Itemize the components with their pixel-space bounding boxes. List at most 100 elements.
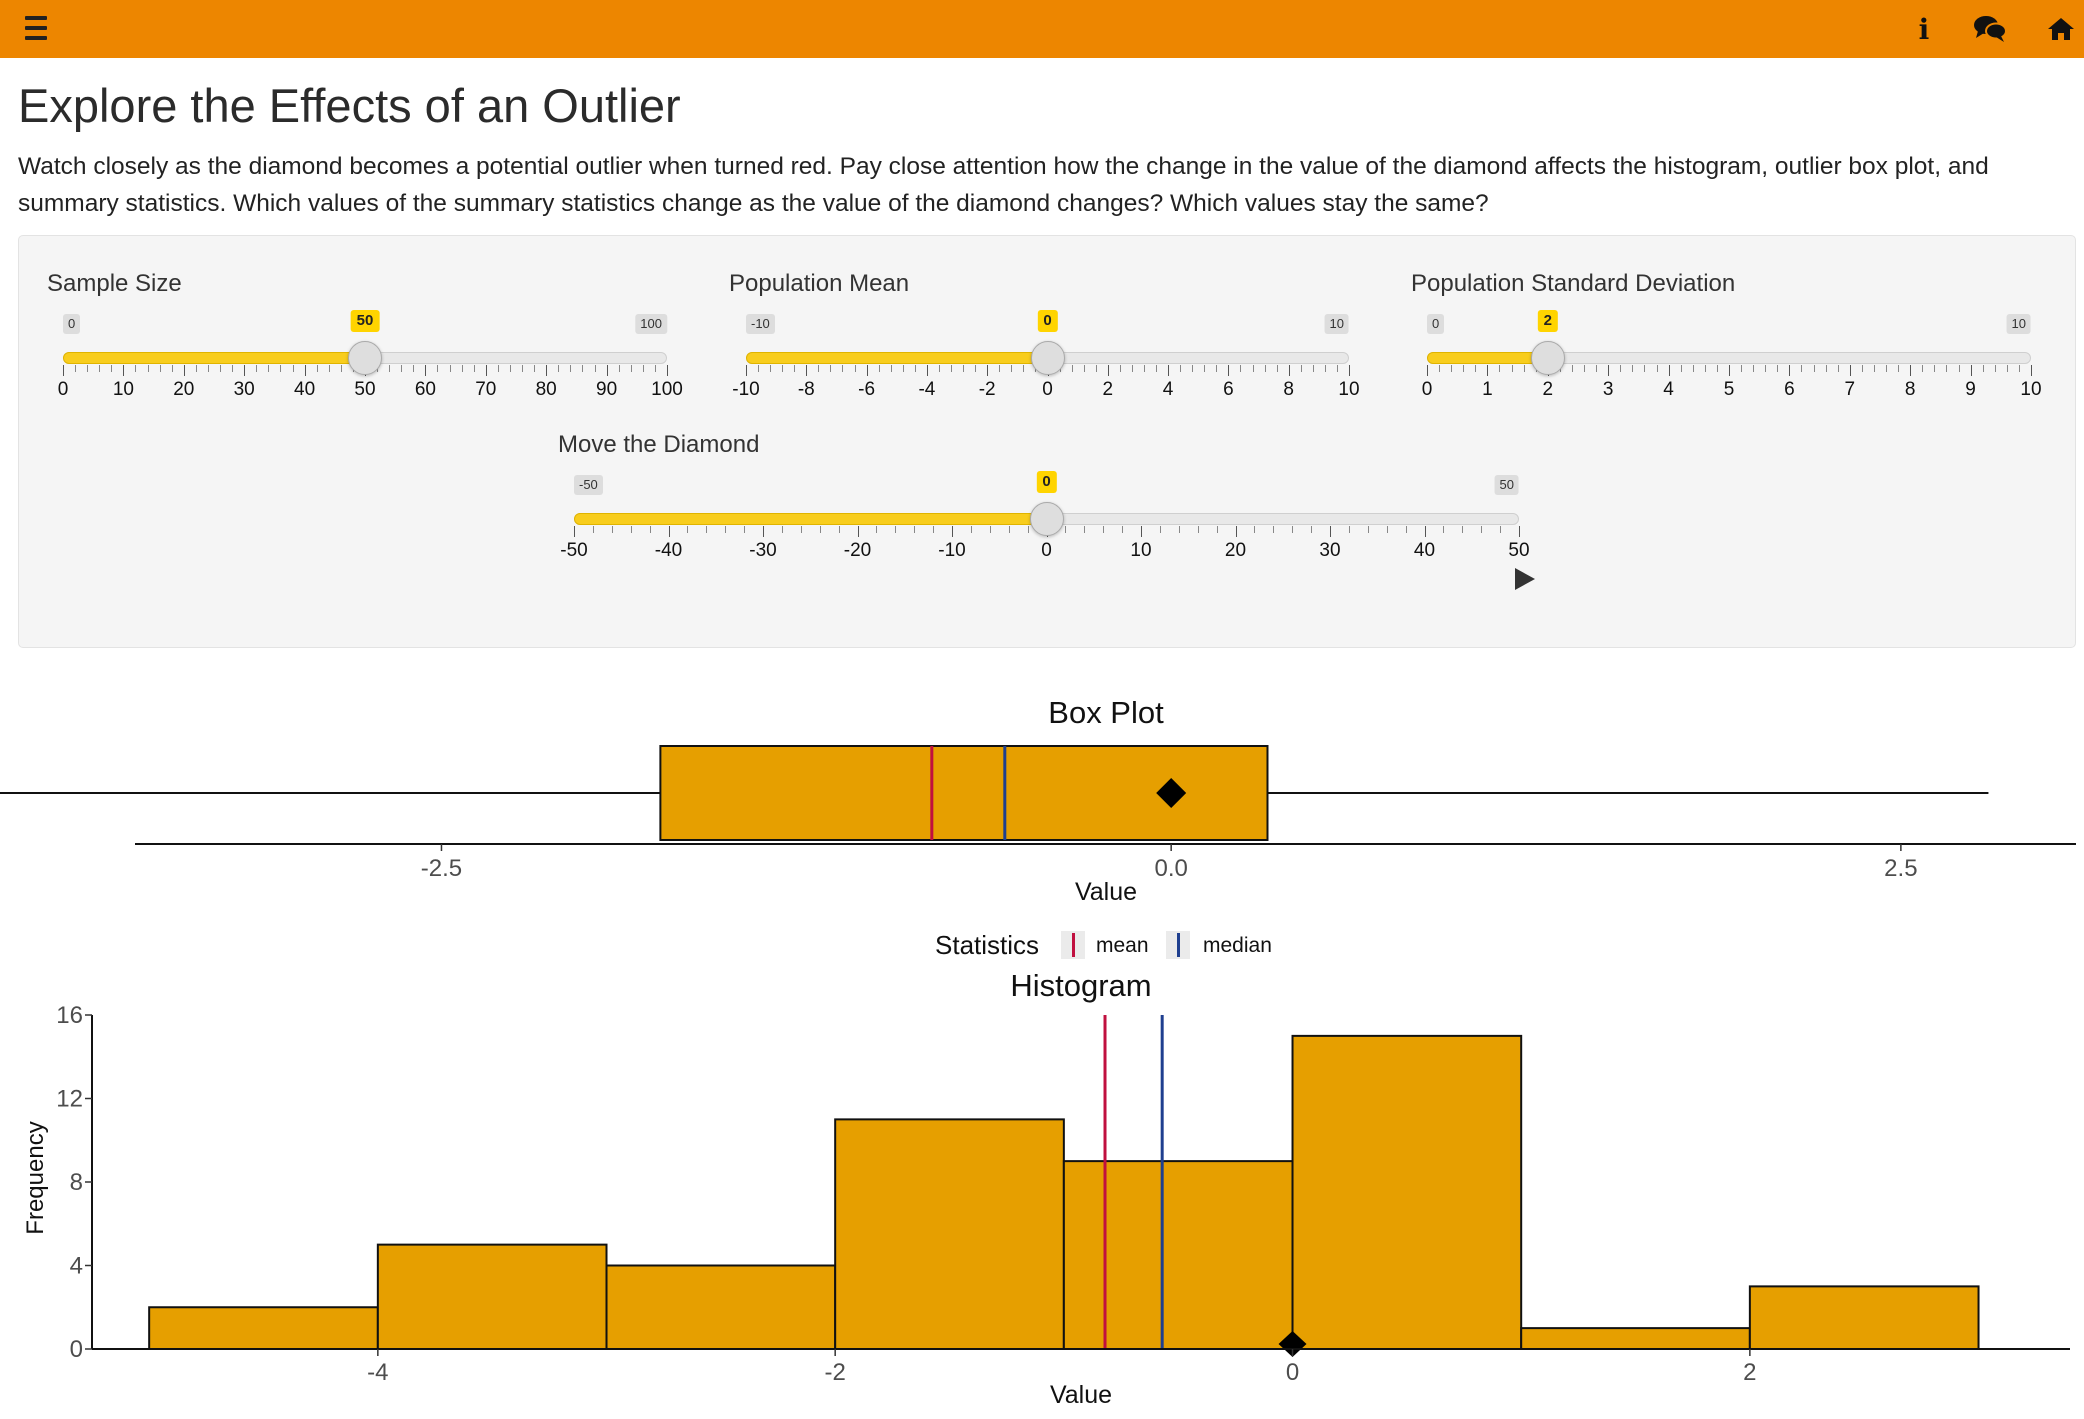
slider-minor-tick xyxy=(706,526,708,533)
slider-minor-tick xyxy=(1204,365,1206,372)
slider-minor-tick xyxy=(999,365,1001,372)
slider-tick-label: 60 xyxy=(414,379,436,400)
comments-icon[interactable] xyxy=(1970,10,2010,48)
slider-tick-label: 30 xyxy=(1319,540,1341,561)
slider-tick-label: 4 xyxy=(1663,379,1674,400)
slider-tick-label: 0 xyxy=(1041,540,1052,561)
slider-minor-tick xyxy=(890,365,892,372)
slider-minor-tick xyxy=(1704,365,1706,372)
slider-minor-tick xyxy=(1511,365,1513,372)
slider-tick-label: 0 xyxy=(1042,379,1053,400)
slider-minor-tick xyxy=(1443,526,1445,533)
slider-minor-tick xyxy=(687,526,689,533)
controls-panel xyxy=(18,235,2076,648)
slider-handle[interactable] xyxy=(1530,341,1565,375)
slider-tick-label: 8 xyxy=(1283,379,1294,400)
histogram-bar xyxy=(1291,1034,1523,1350)
slider-handle[interactable] xyxy=(348,341,382,375)
slider-tick-label: 10 xyxy=(1130,540,1152,561)
slider-tick-label: 70 xyxy=(475,379,497,400)
slider-minor-tick xyxy=(99,365,101,372)
slider-tick-label: -10 xyxy=(732,379,760,400)
slider-minor-tick xyxy=(558,365,560,372)
histogram-bar xyxy=(1520,1327,1751,1350)
slider-minor-tick xyxy=(963,365,965,372)
slider-minor-tick xyxy=(758,365,760,372)
slider-minor-tick xyxy=(838,526,840,533)
slider-tick-label: 10 xyxy=(112,379,134,400)
slider-minor-tick xyxy=(1300,365,1302,372)
slider-minor-tick xyxy=(914,526,916,533)
slider-tick-label: 5 xyxy=(1723,379,1735,400)
slider-major-tick xyxy=(1228,365,1230,376)
slider-fill xyxy=(574,513,1047,525)
slider-minor-tick xyxy=(232,365,234,372)
slider-major-tick xyxy=(746,365,747,376)
legend-label-mean: mean xyxy=(1096,934,1149,957)
slider-major-tick xyxy=(606,365,608,376)
slider-minor-tick xyxy=(1367,526,1369,533)
slider-tick-label: 9 xyxy=(1965,379,1976,400)
histogram-x-tick-label: -2 xyxy=(825,1359,846,1380)
slider-minor-tick xyxy=(1023,365,1025,372)
slider-fill xyxy=(1427,352,1548,364)
slider-minor-tick xyxy=(75,365,77,372)
boxplot-chart: -2.5 0.0 2.5 xyxy=(0,745,2076,880)
slider-tick-label: -50 xyxy=(560,540,588,561)
slider-major-tick xyxy=(667,365,668,376)
slider-minor-tick xyxy=(2006,365,2008,372)
slider-minor-tick xyxy=(1584,365,1586,372)
play-icon[interactable] xyxy=(1515,568,1535,590)
slider-tick-label: 7 xyxy=(1844,379,1856,400)
slider-minor-tick xyxy=(895,526,897,533)
slider-tick-label: 40 xyxy=(1413,540,1436,561)
slider-minor-tick xyxy=(725,526,727,533)
slider-minor-tick xyxy=(207,365,209,372)
slider-handle[interactable] xyxy=(1030,341,1065,375)
histogram-bar xyxy=(834,1118,1065,1350)
slider-minor-tick xyxy=(1216,365,1218,372)
slider-minor-tick xyxy=(1463,365,1465,372)
slider-major-tick xyxy=(1424,526,1426,537)
slider-tick-label: 80 xyxy=(535,379,557,400)
slider-minor-tick xyxy=(1122,526,1124,533)
slider-tick-label: -20 xyxy=(843,540,872,561)
slider-minor-tick xyxy=(522,365,524,372)
legend-key-mean xyxy=(1061,931,1085,959)
slider-minor-tick xyxy=(473,365,475,372)
boxplot-diamond-point xyxy=(1156,778,1187,808)
slider-minor-tick xyxy=(1837,365,1839,372)
slider-minor-tick xyxy=(268,365,270,372)
histogram-y-axis-title: Frequency xyxy=(22,1121,49,1235)
slider-minor-tick xyxy=(220,365,222,372)
histogram-bar xyxy=(1062,1160,1294,1350)
hamburger-menu-icon[interactable] xyxy=(22,10,52,48)
slider-minor-tick xyxy=(781,526,783,533)
slider-minor-tick xyxy=(1873,365,1875,372)
slider-minor-tick xyxy=(1159,526,1161,533)
slider-handle[interactable] xyxy=(1029,502,1064,536)
slider-minor-tick xyxy=(2018,365,2020,372)
info-icon[interactable]: i xyxy=(1918,12,1930,46)
slider-major-tick xyxy=(1330,526,1331,537)
slider-minor-tick xyxy=(1178,526,1180,533)
slider-major-tick xyxy=(857,526,859,537)
slider-minor-tick xyxy=(1898,365,1900,372)
slider-minor-tick xyxy=(497,365,499,372)
slider-minor-tick xyxy=(1994,365,1996,372)
slider-minor-tick xyxy=(1071,365,1073,372)
slider-tick-label: 20 xyxy=(1224,540,1247,561)
slider-minor-tick xyxy=(1934,365,1936,372)
histogram-y-tick-label: 12 xyxy=(56,1086,83,1113)
slider-major-tick xyxy=(668,526,670,537)
slider-minor-tick xyxy=(1439,365,1441,372)
statistics-legend: Statistics mean median xyxy=(0,928,2084,964)
slider-minor-tick xyxy=(1801,365,1803,372)
slider-minor-tick xyxy=(1523,365,1525,372)
home-icon[interactable] xyxy=(2046,10,2076,48)
slider-minor-tick xyxy=(1254,526,1256,533)
slider-minor-tick xyxy=(1011,365,1013,372)
page-description: Watch closely as the diamond becomes a p… xyxy=(18,153,1989,217)
slider-minor-tick xyxy=(1825,365,1827,372)
slider-major-tick xyxy=(1849,365,1851,376)
